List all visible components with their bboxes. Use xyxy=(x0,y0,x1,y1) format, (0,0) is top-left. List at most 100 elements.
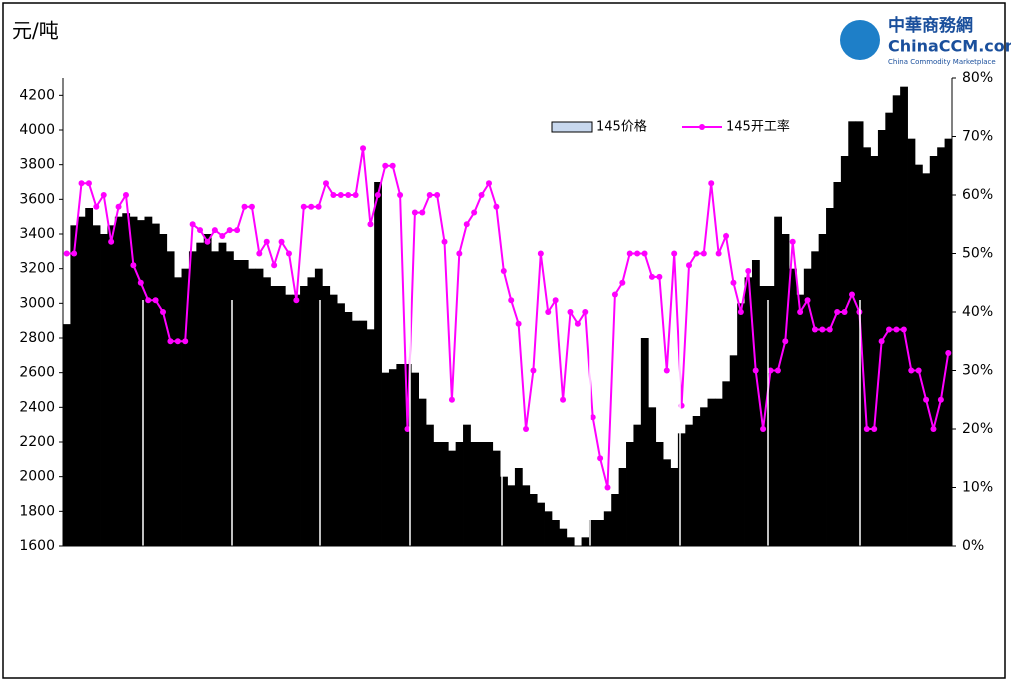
line-marker xyxy=(63,250,70,257)
line-marker xyxy=(648,273,655,280)
bar xyxy=(263,277,271,546)
line-marker xyxy=(137,279,144,286)
bar xyxy=(929,156,938,546)
line-marker xyxy=(456,250,463,257)
bar xyxy=(255,268,264,546)
bar xyxy=(322,286,331,546)
line-marker xyxy=(700,250,707,257)
y2-tick-label: 60% xyxy=(962,187,993,203)
bar xyxy=(818,234,827,546)
y2-tick-label: 10% xyxy=(962,480,993,496)
line-marker xyxy=(900,326,907,333)
bar xyxy=(396,364,405,546)
bar xyxy=(870,156,879,546)
line-marker xyxy=(841,309,848,315)
line-marker xyxy=(871,426,878,432)
line-marker xyxy=(508,297,515,304)
line-marker xyxy=(167,338,174,345)
line-marker xyxy=(160,309,167,315)
logo-site: ChinaCCM.com xyxy=(888,37,1011,56)
bar xyxy=(144,216,153,546)
line-marker xyxy=(448,396,455,403)
bar xyxy=(159,234,168,546)
bar xyxy=(588,520,597,546)
bar xyxy=(351,320,360,546)
bar xyxy=(63,324,71,546)
line-marker xyxy=(404,426,411,432)
bar xyxy=(270,286,279,546)
line-marker xyxy=(471,209,478,216)
y-tick-label: 3400 xyxy=(19,226,55,242)
line-marker xyxy=(834,309,841,315)
line-marker xyxy=(115,203,122,210)
bar xyxy=(374,182,382,546)
line-marker xyxy=(819,326,826,333)
bar xyxy=(248,268,257,546)
bar xyxy=(114,216,123,546)
line-marker xyxy=(671,250,678,257)
line-marker xyxy=(426,192,433,198)
bar xyxy=(240,260,249,546)
bar xyxy=(700,407,708,546)
line-marker xyxy=(604,484,611,491)
line-marker xyxy=(663,367,670,374)
bar xyxy=(648,407,657,546)
line-marker xyxy=(611,291,618,298)
bar xyxy=(285,294,294,546)
line-marker xyxy=(552,297,559,304)
bar xyxy=(737,303,745,546)
bar xyxy=(440,442,449,546)
line-marker xyxy=(434,192,441,198)
y-tick-label: 2800 xyxy=(19,330,55,346)
line-marker xyxy=(597,455,604,462)
line-marker xyxy=(330,192,337,198)
bar xyxy=(166,251,175,547)
line-marker xyxy=(174,338,181,345)
y-tick-label: 4200 xyxy=(19,87,55,103)
line-marker xyxy=(300,203,307,210)
line-marker xyxy=(308,203,315,210)
bar xyxy=(677,433,686,546)
logo-globe xyxy=(840,20,880,60)
bar xyxy=(826,208,834,546)
bar xyxy=(277,286,286,546)
bar xyxy=(448,450,457,546)
bar xyxy=(463,424,471,546)
bar xyxy=(77,216,86,546)
line-marker xyxy=(293,297,300,304)
bar xyxy=(751,260,760,546)
y-tick-label: 2400 xyxy=(19,399,55,415)
line-marker xyxy=(493,203,500,210)
line-marker xyxy=(419,209,426,216)
bar xyxy=(803,268,812,546)
bar xyxy=(151,223,160,546)
bar xyxy=(596,520,605,546)
bar xyxy=(107,225,116,547)
line-marker xyxy=(923,396,930,403)
bar xyxy=(211,251,219,547)
line-marker xyxy=(915,367,922,374)
bar xyxy=(551,520,560,546)
line-marker xyxy=(93,203,100,210)
bar xyxy=(559,528,568,546)
line-marker xyxy=(745,268,752,275)
line-marker xyxy=(85,180,92,187)
bar xyxy=(403,364,412,546)
bar xyxy=(670,468,679,546)
line-marker xyxy=(197,227,204,234)
line-marker xyxy=(789,238,796,245)
bar xyxy=(848,121,857,546)
line-marker xyxy=(760,426,767,432)
line-marker xyxy=(797,309,804,315)
bar xyxy=(766,286,775,546)
line-marker xyxy=(234,227,241,234)
line-marker xyxy=(523,426,530,432)
line-marker xyxy=(515,320,522,327)
bar xyxy=(833,182,842,546)
bar xyxy=(292,294,301,546)
logo-tagline: China Commodity Marketplace xyxy=(888,58,996,66)
bar xyxy=(633,424,642,546)
bar xyxy=(433,442,442,546)
line-marker xyxy=(100,192,107,198)
